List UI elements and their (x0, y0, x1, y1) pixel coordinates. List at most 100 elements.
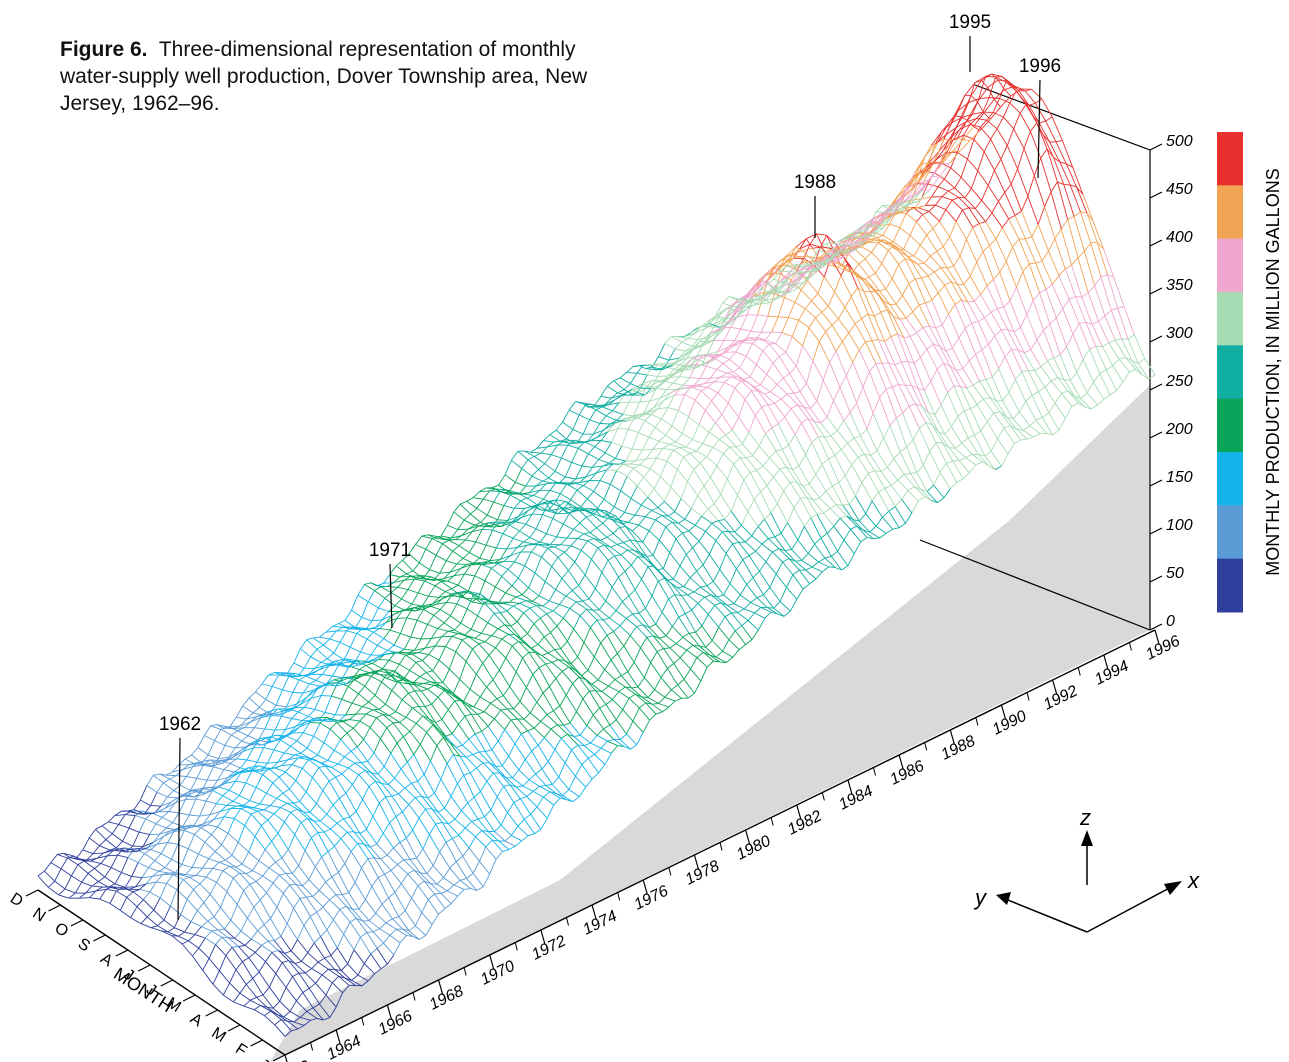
mesh-line-time (475, 730, 482, 735)
mesh-line-month (259, 707, 270, 714)
mesh-line-month (401, 699, 413, 709)
mesh-line-time (597, 544, 605, 549)
mesh-line-time (342, 892, 349, 896)
mesh-line-time (678, 519, 686, 524)
mesh-line-time (805, 566, 813, 571)
mesh-line-month (259, 899, 271, 919)
mesh-line-time (690, 657, 698, 670)
mesh-line-time (715, 414, 723, 424)
mesh-line-time (770, 503, 778, 514)
mesh-line-time (658, 577, 665, 582)
mesh-line-month (487, 561, 498, 565)
mesh-line-time (353, 720, 361, 729)
mesh-line-time (530, 447, 538, 453)
mesh-line-month (338, 664, 350, 667)
mesh-line-time (591, 459, 600, 468)
mesh-line-time (959, 239, 967, 257)
mesh-line-month (224, 816, 235, 819)
mesh-line-month (76, 857, 87, 861)
mesh-line-month (228, 937, 239, 947)
mesh-line-month (628, 697, 640, 709)
mesh-line-month (601, 691, 613, 700)
mesh-line-time (969, 261, 978, 277)
mesh-line-time (204, 834, 212, 843)
mesh-line-time (462, 552, 470, 559)
mesh-line-month (235, 780, 246, 784)
mesh-line-time (937, 284, 946, 293)
mesh-line-time (428, 585, 436, 597)
mesh-line-time (788, 434, 796, 446)
mesh-line-time (303, 1019, 311, 1026)
mesh-line-month (504, 840, 516, 847)
mesh-line-time (687, 693, 695, 699)
mesh-line-month (423, 577, 434, 581)
mesh-line-time (371, 772, 378, 775)
mesh-line-month (428, 534, 439, 538)
mesh-line-time (419, 672, 427, 677)
mesh-line-month (580, 734, 591, 744)
mesh-line-month (398, 916, 410, 932)
mesh-line-time (697, 485, 705, 496)
mesh-line-time (381, 897, 389, 905)
mesh-line-time (713, 660, 721, 663)
mesh-line-month (210, 725, 222, 730)
mesh-line-time (811, 293, 819, 302)
mesh-line-time (697, 328, 706, 340)
mesh-line-time (870, 221, 879, 232)
mesh-line-month (540, 721, 552, 730)
mesh-line-month (524, 759, 536, 775)
mesh-line-month (79, 897, 90, 899)
mesh-line-time (375, 780, 382, 785)
mesh-line-month (461, 639, 473, 650)
mesh-line-month (261, 683, 273, 687)
mesh-line-time (805, 238, 813, 249)
mesh-line-time (672, 376, 680, 384)
mesh-line-time (314, 662, 322, 669)
mesh-line-month (544, 737, 556, 750)
mesh-line-time (843, 528, 851, 541)
mesh-line-month (191, 754, 203, 764)
mesh-line-month (387, 672, 399, 682)
mesh-line-month (622, 709, 634, 722)
mesh-line-month (359, 720, 371, 728)
mesh-line-month (268, 867, 280, 876)
mesh-line-time (966, 227, 974, 240)
mesh-line-time (763, 298, 771, 304)
mesh-line-month (607, 740, 618, 747)
mesh-line-month (410, 636, 422, 640)
mesh-line-month (271, 840, 283, 859)
mesh-line-month (393, 847, 405, 861)
mesh-line-time (800, 280, 808, 291)
mesh-line-time (229, 969, 237, 984)
mesh-line-time (730, 316, 738, 328)
mesh-line-month (543, 796, 554, 806)
mesh-line-month (517, 825, 529, 837)
mesh-line-month (568, 789, 580, 798)
mesh-line-month (500, 824, 512, 836)
mesh-line-time (476, 886, 484, 891)
mesh-line-month (423, 683, 435, 686)
mesh-line-month (416, 577, 428, 580)
mesh-line-time (549, 678, 557, 687)
mesh-line-month (112, 833, 123, 842)
mesh-line-month (337, 872, 350, 893)
mesh-line-time (329, 630, 337, 640)
mesh-line-time (480, 514, 488, 523)
mesh-line-time (255, 774, 263, 788)
mesh-line-month (468, 636, 480, 645)
mesh-line-time (95, 886, 103, 892)
mesh-line-time (699, 365, 707, 379)
mesh-line-time (777, 297, 785, 318)
mesh-line-time (1015, 371, 1023, 380)
mesh-line-time (837, 420, 845, 431)
mesh-line-time (573, 522, 581, 530)
mesh-line-time (594, 572, 603, 589)
mesh-line-time (306, 895, 313, 898)
mesh-line-time (248, 691, 256, 699)
mesh-line-month (409, 606, 420, 610)
mesh-line-time (605, 699, 613, 705)
mesh-line-time (603, 617, 610, 621)
mesh-line-time (707, 503, 715, 510)
mesh-line-month (541, 655, 553, 663)
mesh-line-time (503, 784, 511, 787)
